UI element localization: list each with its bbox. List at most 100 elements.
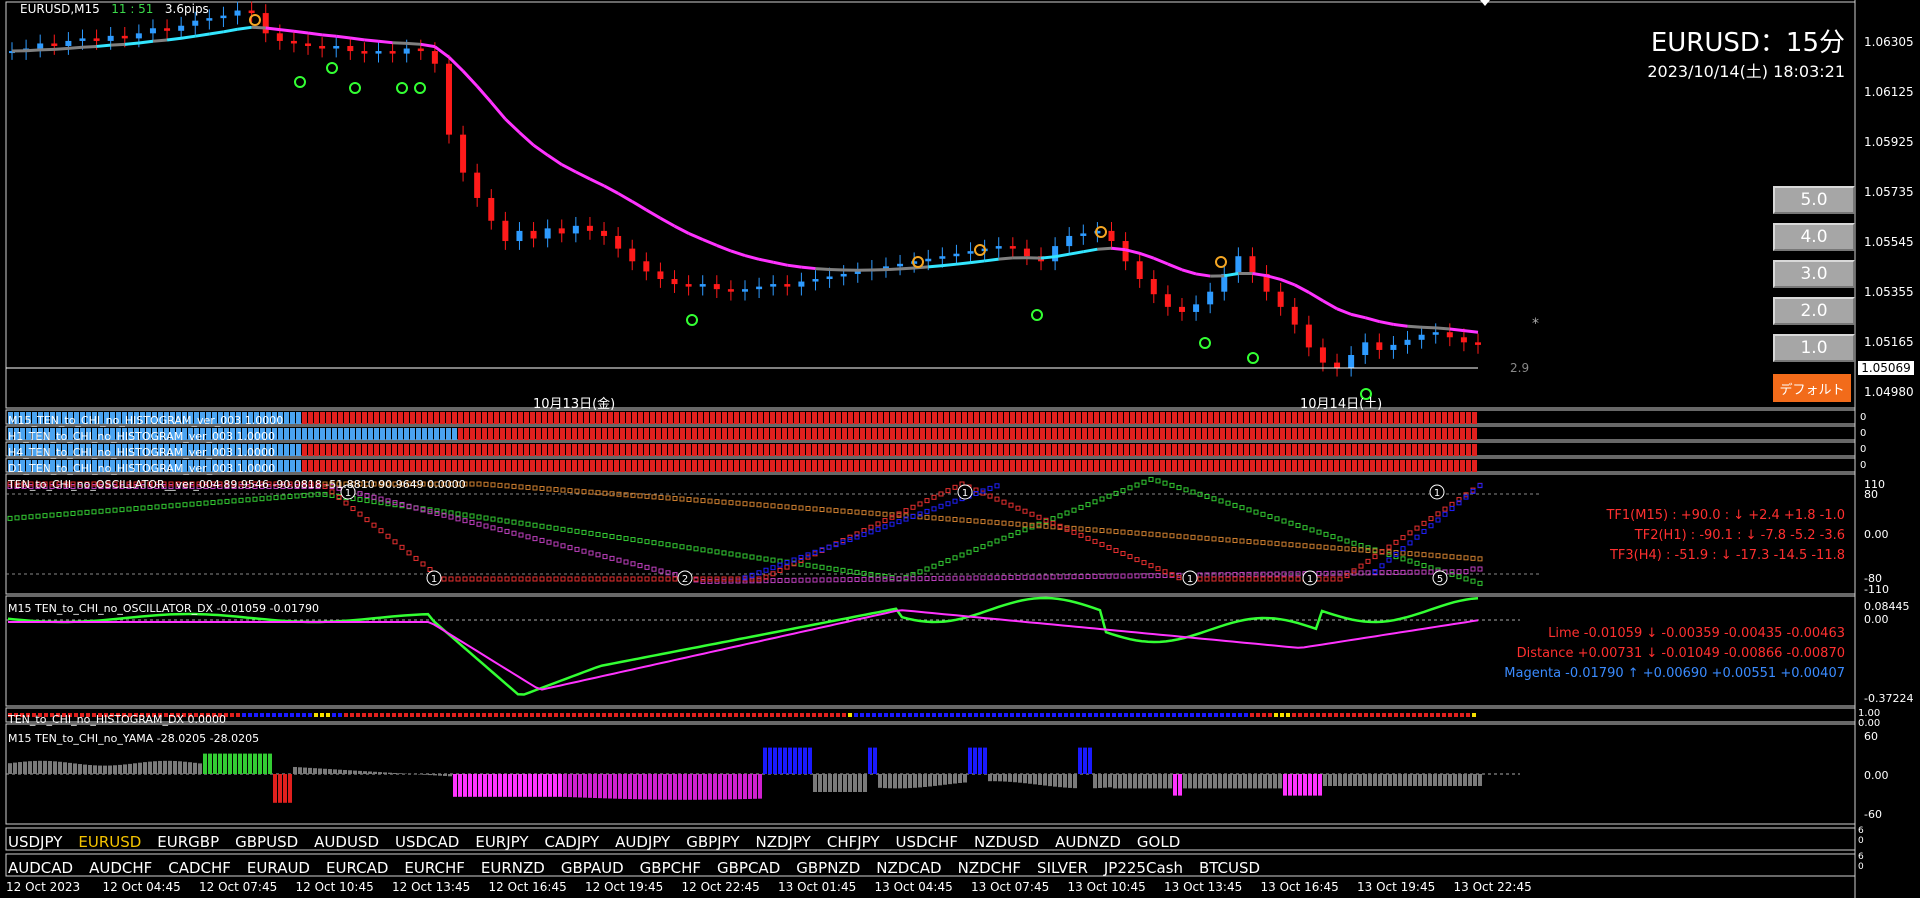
symbol-button-nzdusd[interactable]: NZDUSD [973, 833, 1040, 851]
symbol-button-nzdjpy[interactable]: NZDJPY [755, 833, 811, 851]
histogram-cell [722, 460, 727, 472]
symbol-button-audusd[interactable]: AUDUSD [314, 833, 379, 851]
symbol-button-gold[interactable]: GOLD [1136, 833, 1181, 851]
symbol-button-audcad[interactable]: AUDCAD [8, 859, 74, 877]
candle-timer: 11 : 51 [111, 2, 154, 16]
osc-series-purple [1029, 574, 1035, 580]
histogram-cell [272, 444, 277, 456]
symbol-button-audchf[interactable]: AUDCHF [89, 859, 153, 877]
histogram-cell [140, 444, 145, 456]
histogram-cell [1052, 444, 1057, 456]
osc-series-green [1183, 487, 1189, 493]
moving-average-segment [476, 85, 493, 104]
symbol-button-usdchf[interactable]: USDCHF [895, 833, 958, 851]
symbol-button-eurchf[interactable]: EURCHF [404, 859, 465, 877]
osc-series-orange [1470, 555, 1476, 561]
symbol-button-gbpcad[interactable]: GBPCAD [717, 859, 781, 877]
symbol-button-nzdcad[interactable]: NZDCAD [876, 859, 942, 877]
symbol-button-chfjpy[interactable]: CHFJPY [826, 833, 880, 851]
yama-bar [1063, 774, 1067, 788]
osc-series-green [1274, 516, 1280, 522]
symbol-button-gbpjpy[interactable]: GBPJPY [686, 833, 740, 851]
symbol-button-nzdchf[interactable]: NZDCHF [957, 859, 1022, 877]
oscillator-badge-number: 1 [431, 574, 437, 585]
symbol-button-eurgbp[interactable]: EURGBP [157, 833, 220, 851]
symbol-button-gbpusd[interactable]: GBPUSD [235, 833, 299, 851]
lot-button-2[interactable]: 2.0 [1773, 297, 1855, 325]
symbol-button-euraud[interactable]: EURAUD [246, 859, 310, 877]
histogram-cell [698, 444, 703, 456]
histogram-cell [92, 412, 97, 424]
symbol-button-cadchf[interactable]: CADCHF [168, 859, 231, 877]
symbol-button-jp225cash[interactable]: JP225Cash [1103, 859, 1183, 877]
histogram-cell [656, 460, 661, 472]
osc-series-orange [1323, 544, 1329, 550]
histogram-cell [716, 412, 721, 424]
osc-series-orange [1442, 553, 1448, 559]
lot-button-3[interactable]: 3.0 [1773, 260, 1855, 288]
lot-button-1[interactable]: 1.0 [1773, 334, 1855, 362]
histogram-cell [230, 460, 235, 472]
symbol-button-audnzd[interactable]: AUDNZD [1055, 833, 1121, 851]
symbol-button-audjpy[interactable]: AUDJPY [615, 833, 671, 851]
hist-dx-cell [218, 713, 222, 717]
yama-bar [1103, 774, 1107, 788]
histogram-cell [302, 460, 307, 472]
yama-bar [938, 774, 942, 786]
symbol-button-silver[interactable]: SILVER [1037, 859, 1088, 877]
hist-dx-cell [1016, 713, 1020, 717]
hist-dx-cell [302, 713, 306, 717]
yama-bar [203, 753, 207, 774]
histogram-cell [554, 412, 559, 424]
histogram-cell [548, 444, 553, 456]
osc-series-purple [959, 575, 965, 581]
histogram-cell [1196, 428, 1201, 440]
symbol-button-btcusd[interactable]: BTCUSD [1198, 859, 1261, 877]
candle-body [1009, 246, 1016, 249]
histogram-cell [1220, 460, 1225, 472]
symbol-button-usdcad[interactable]: USDCAD [395, 833, 460, 851]
symbol-button-gbpnzd[interactable]: GBPNZD [796, 859, 861, 877]
histogram-cell [464, 428, 469, 440]
moving-average-segment [998, 256, 1013, 261]
osc-series-orange [518, 484, 524, 490]
lot-button-5[interactable]: 5.0 [1773, 186, 1855, 214]
candle-body [1390, 344, 1397, 350]
osc-series-green [644, 539, 650, 545]
osc-series-green [56, 512, 62, 518]
price-marker-label: 2.9 [1510, 361, 1530, 375]
hist-dx-cell [704, 713, 708, 717]
time-tick: 12 Oct 16:45 [488, 880, 567, 894]
histogram-cell [1376, 460, 1381, 472]
histogram-cell [50, 460, 55, 472]
osc-series-purple [1281, 571, 1287, 577]
moving-average-segment [1125, 248, 1141, 255]
osc-series-purple [483, 523, 489, 529]
histogram-cell [1076, 460, 1081, 472]
histogram-cell [194, 412, 199, 424]
symbol-button-eurnzd[interactable]: EURNZD [480, 859, 545, 877]
moving-average-segment [461, 70, 479, 88]
histogram-cell [488, 428, 493, 440]
histogram-cell [1052, 460, 1057, 472]
hist-dx-cell [512, 713, 516, 717]
symbol-button-gbpaud[interactable]: GBPAUD [560, 859, 624, 877]
symbol-button-gbpchf[interactable]: GBPCHF [639, 859, 701, 877]
osc-series-red [378, 528, 384, 534]
histogram-cell [812, 412, 817, 424]
yama-bar [463, 774, 467, 797]
hist-dx-cell [104, 713, 108, 717]
symbol-button-eurcad[interactable]: EURCAD [325, 859, 389, 877]
histogram-cell [1400, 428, 1405, 440]
osc-series-red [952, 484, 958, 490]
lot-button-4[interactable]: 4.0 [1773, 223, 1855, 251]
symbol-button-cadjpy[interactable]: CADJPY [544, 833, 600, 851]
symbol-button-eurjpy[interactable]: EURJPY [475, 833, 529, 851]
symbol-button-usdjpy[interactable]: USDJPY [8, 833, 63, 851]
symbol-button-eurusd[interactable]: EURUSD [78, 833, 142, 851]
default-button[interactable]: デフォルト [1773, 374, 1851, 402]
yama-bar [1333, 774, 1337, 786]
histogram-cell [584, 444, 589, 456]
histogram-cell [794, 428, 799, 440]
